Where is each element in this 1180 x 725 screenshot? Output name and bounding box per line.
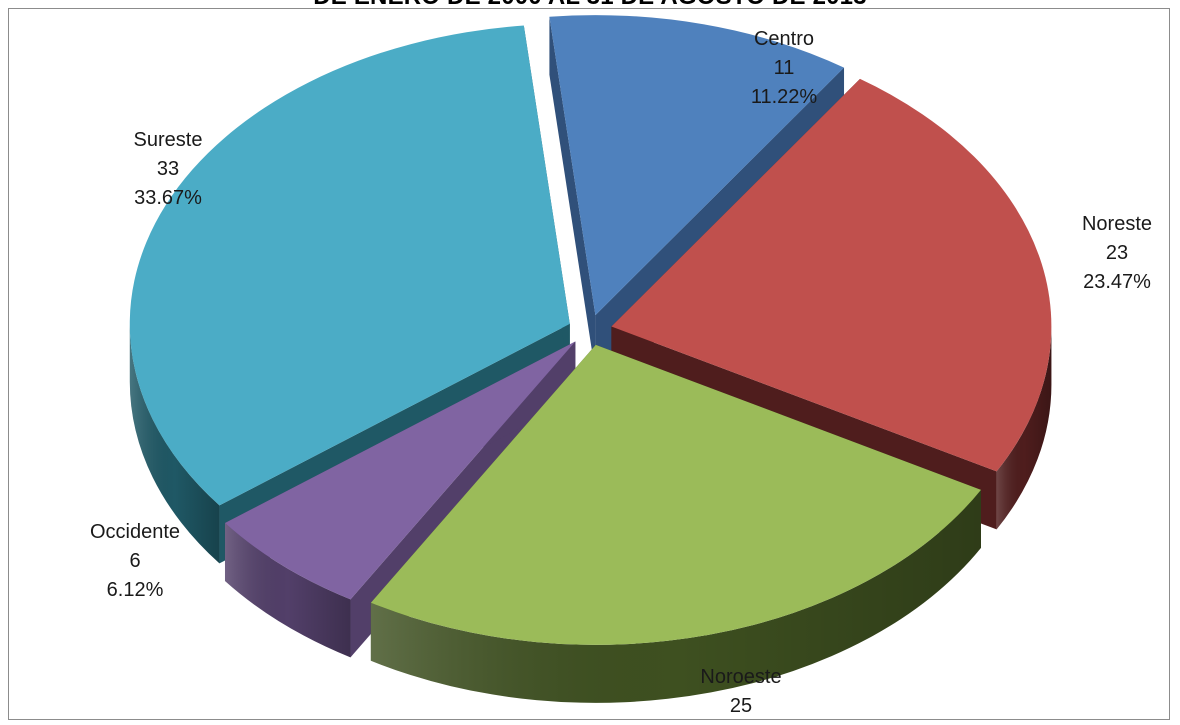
data-label-occidente-line-3: 6.12%	[107, 579, 164, 601]
pie-slice-rim-shade-occidente-0	[224, 523, 351, 658]
data-label-noreste: Noreste 23 23.47%	[1082, 213, 1152, 293]
pie-slice-top-noroeste	[370, 344, 981, 645]
pie-slice-rim-shade-sureste-0	[129, 323, 220, 564]
chart-title: DE ENERO DE 2000 AL 31 DE AGOSTO DE 2013	[0, 0, 1180, 11]
data-label-noroeste: Noroeste2525.51%	[700, 666, 781, 725]
data-label-noroeste-line-2: 25	[730, 695, 752, 717]
data-label-centro-line-1: Centro	[754, 28, 814, 50]
data-label-occidente-line-2: 6	[129, 550, 140, 572]
data-label-noreste-line-1: Noreste	[1082, 213, 1152, 235]
pie-slice-rim-shade-noroeste-0	[370, 489, 981, 703]
pie-slice-top-noreste	[611, 78, 1052, 472]
data-label-noreste-line-3: 23.47%	[1083, 271, 1151, 293]
data-label-noroeste-line-1: Noroeste	[700, 666, 781, 688]
data-label-sureste-line-3: 33.67%	[134, 187, 202, 209]
data-label-occidente: Occidente 6 6.12%	[90, 521, 180, 601]
data-label-sureste-line-2: 33	[157, 158, 179, 180]
data-label-noreste-line-2: 23	[1106, 242, 1128, 264]
data-label-centro: Centro 11 11.22%	[751, 28, 818, 108]
data-label-sureste: Sureste 33 33.67%	[134, 129, 203, 209]
pie-slice-top-centro	[549, 15, 844, 316]
pie-slice-top-occidente	[225, 341, 576, 600]
data-label-centro-line-3: 11.22%	[751, 86, 818, 108]
pie-slice-noroeste	[370, 344, 981, 703]
pie-slice-wall-centro-start	[549, 16, 596, 374]
data-label-centro-line-2: 11	[774, 57, 795, 79]
data-label-occidente-line-1: Occidente	[90, 521, 180, 543]
data-label-sureste-line-1: Sureste	[134, 129, 203, 151]
pie-slice-rim-shade-noreste-0	[996, 326, 1052, 530]
pie-slice-top-sureste	[129, 25, 570, 506]
